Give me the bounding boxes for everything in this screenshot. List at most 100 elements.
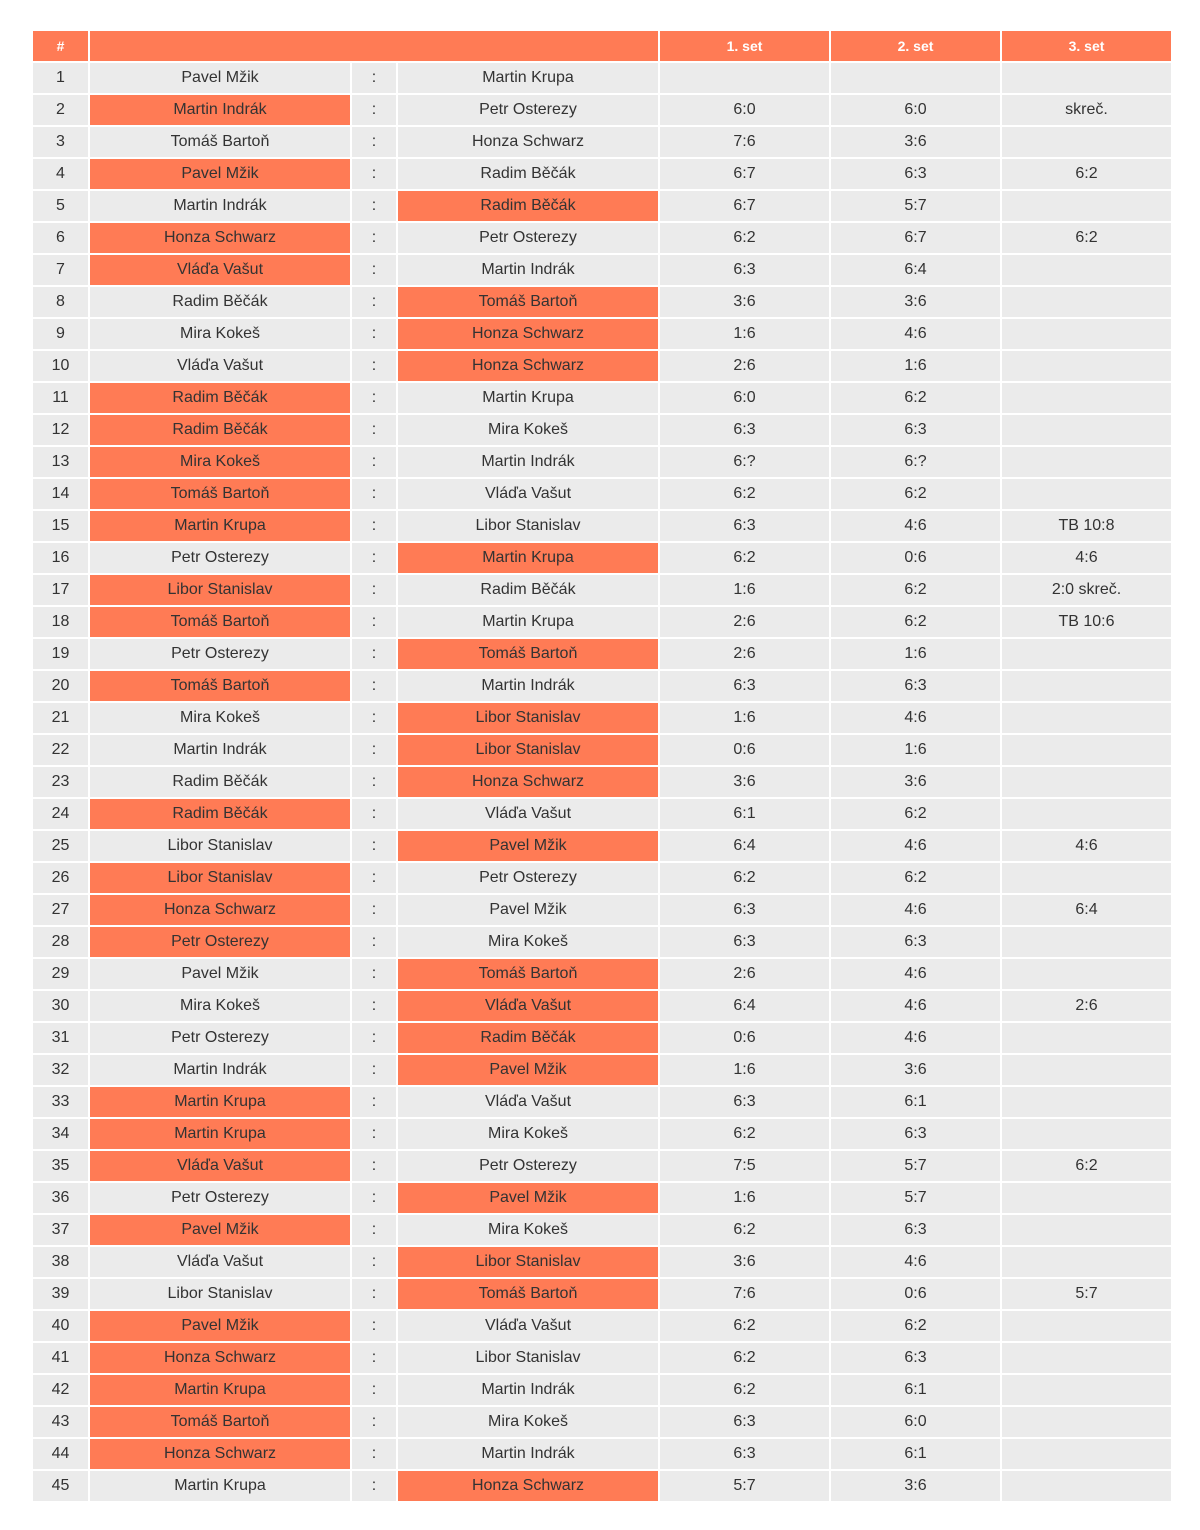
player-2: Martin Krupa	[398, 607, 658, 637]
set-2-score: 6:3	[831, 671, 1000, 701]
score-separator: :	[352, 351, 396, 381]
table-row: 33 Martin Krupa: Vláďa Vašut 6:3 6:1	[33, 1087, 1171, 1117]
player-2: Libor Stanislav	[398, 511, 658, 541]
table-row: 29 Pavel Mžik: Tomáš Bartoň 2:6 4:6	[33, 959, 1171, 989]
set-3-score	[1002, 799, 1171, 829]
table-row: 14 Tomáš Bartoň: Vláďa Vašut 6:2 6:2	[33, 479, 1171, 509]
player-2: Vláďa Vašut	[398, 799, 658, 829]
match-number: 21	[33, 703, 88, 733]
set-2-score: 3:6	[831, 767, 1000, 797]
player-1: Martin Krupa	[90, 1471, 350, 1501]
set-3-score	[1002, 255, 1171, 285]
score-separator: :	[352, 799, 396, 829]
player-2: Martin Indrák	[398, 255, 658, 285]
set-1-score: 2:6	[660, 607, 829, 637]
set-3-score	[1002, 1375, 1171, 1405]
match-number: 8	[33, 287, 88, 317]
player-1: Martin Krupa	[90, 1087, 350, 1117]
set-1-score: 3:6	[660, 767, 829, 797]
player-2: Martin Indrák	[398, 1375, 658, 1405]
player-1: Vláďa Vašut	[90, 351, 350, 381]
score-separator: :	[352, 543, 396, 573]
match-number: 37	[33, 1215, 88, 1245]
match-number: 38	[33, 1247, 88, 1277]
match-number: 10	[33, 351, 88, 381]
set-2-score: 4:6	[831, 1023, 1000, 1053]
set-3-score	[1002, 1407, 1171, 1437]
header-set-2: 2. set	[831, 31, 1000, 61]
player-1: Pavel Mžik	[90, 959, 350, 989]
player-1: Radim Běčák	[90, 767, 350, 797]
player-2: Petr Osterezy	[398, 223, 658, 253]
set-2-score: 0:6	[831, 543, 1000, 573]
set-3-score	[1002, 447, 1171, 477]
player-2: Tomáš Bartoň	[398, 639, 658, 669]
table-row: 6 Honza Schwarz: Petr Osterezy 6:2 6:7 6:2	[33, 223, 1171, 253]
table-row: 13 Mira Kokeš: Martin Indrák 6:? 6:?	[33, 447, 1171, 477]
player-1: Tomáš Bartoň	[90, 671, 350, 701]
player-1: Petr Osterezy	[90, 639, 350, 669]
set-2-score: 1:6	[831, 639, 1000, 669]
set-1-score: 6:2	[660, 1215, 829, 1245]
score-separator: :	[352, 127, 396, 157]
player-1: Radim Běčák	[90, 383, 350, 413]
player-1: Martin Krupa	[90, 1119, 350, 1149]
set-1-score: 6:3	[660, 255, 829, 285]
set-1-score: 6:2	[660, 1375, 829, 1405]
player-2: Libor Stanislav	[398, 703, 658, 733]
match-number: 28	[33, 927, 88, 957]
table-row: 17 Libor Stanislav: Radim Běčák 1:6 6:2 2:0 s…	[33, 575, 1171, 605]
set-2-score: 4:6	[831, 991, 1000, 1021]
score-separator: :	[352, 703, 396, 733]
player-1: Petr Osterezy	[90, 1183, 350, 1213]
player-2: Martin Indrák	[398, 671, 658, 701]
header-number: #	[33, 31, 88, 61]
table-row: 20 Tomáš Bartoň: Martin Indrák 6:3 6:3	[33, 671, 1171, 701]
set-2-score: 6:1	[831, 1439, 1000, 1469]
set-3-score	[1002, 767, 1171, 797]
table-row: 19 Petr Osterezy: Tomáš Bartoň 2:6 1:6	[33, 639, 1171, 669]
score-separator: :	[352, 191, 396, 221]
table-row: 23 Radim Běčák: Honza Schwarz 3:6 3:6	[33, 767, 1171, 797]
player-1: Pavel Mžik	[90, 159, 350, 189]
score-separator: :	[352, 1279, 396, 1309]
player-1: Tomáš Bartoň	[90, 127, 350, 157]
player-1: Vláďa Vašut	[90, 1151, 350, 1181]
player-1: Vláďa Vašut	[90, 255, 350, 285]
match-number: 45	[33, 1471, 88, 1501]
match-number: 44	[33, 1439, 88, 1469]
match-number: 3	[33, 127, 88, 157]
set-1-score: 6:3	[660, 671, 829, 701]
player-2: Vláďa Vašut	[398, 991, 658, 1021]
match-number: 16	[33, 543, 88, 573]
player-2: Vláďa Vašut	[398, 479, 658, 509]
table-row: 37 Pavel Mžik: Mira Kokeš 6:2 6:3	[33, 1215, 1171, 1245]
set-3-score: TB 10:8	[1002, 511, 1171, 541]
table-row: 40 Pavel Mžik: Vláďa Vašut 6:2 6:2	[33, 1311, 1171, 1341]
score-separator: :	[352, 1247, 396, 1277]
set-2-score: 6:2	[831, 607, 1000, 637]
set-1-score: 2:6	[660, 639, 829, 669]
player-2: Radim Běčák	[398, 159, 658, 189]
set-1-score: 6:3	[660, 927, 829, 957]
set-3-score	[1002, 191, 1171, 221]
set-3-score	[1002, 319, 1171, 349]
set-2-score: 6:3	[831, 415, 1000, 445]
player-1: Honza Schwarz	[90, 223, 350, 253]
set-1-score: 6:2	[660, 479, 829, 509]
table-row: 28 Petr Osterezy: Mira Kokeš 6:3 6:3	[33, 927, 1171, 957]
set-3-score	[1002, 1343, 1171, 1373]
table-row: 25 Libor Stanislav: Pavel Mžik 6:4 4:6 4:6	[33, 831, 1171, 861]
player-1: Pavel Mžik	[90, 63, 350, 93]
player-2: Radim Běčák	[398, 1023, 658, 1053]
set-1-score: 2:6	[660, 959, 829, 989]
set-2-score	[831, 63, 1000, 93]
match-number: 30	[33, 991, 88, 1021]
set-3-score	[1002, 1119, 1171, 1149]
set-2-score: 6:3	[831, 159, 1000, 189]
player-2: Martin Indrák	[398, 1439, 658, 1469]
set-1-score: 6:3	[660, 415, 829, 445]
set-2-score: 6:2	[831, 479, 1000, 509]
player-2: Libor Stanislav	[398, 735, 658, 765]
table-row: 5 Martin Indrák: Radim Běčák 6:7 5:7	[33, 191, 1171, 221]
